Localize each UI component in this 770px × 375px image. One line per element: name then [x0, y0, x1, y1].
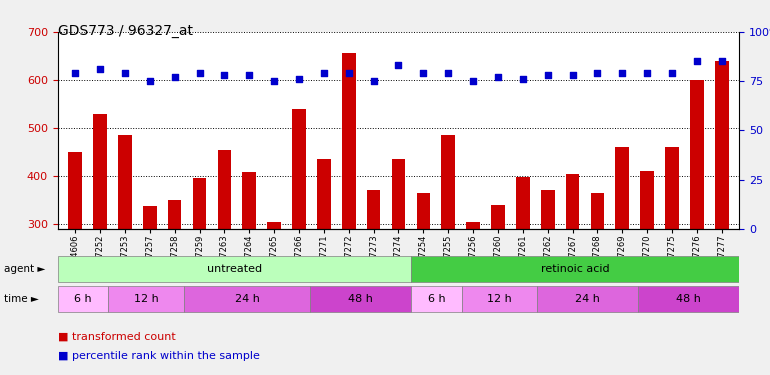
Point — [367, 78, 380, 84]
Text: 24 h: 24 h — [575, 294, 600, 304]
Text: 12 h: 12 h — [487, 294, 512, 304]
Bar — [641, 171, 654, 368]
Text: untreated: untreated — [207, 264, 262, 274]
Bar — [109, 286, 184, 312]
Text: time ►: time ► — [4, 294, 39, 304]
Bar — [392, 159, 405, 368]
Bar — [467, 222, 480, 368]
Point — [541, 72, 554, 78]
Point — [119, 70, 131, 76]
Point — [591, 70, 604, 76]
Bar — [615, 147, 629, 368]
Point — [417, 70, 430, 76]
Point — [616, 70, 628, 76]
Bar — [93, 114, 107, 368]
Bar — [715, 61, 728, 368]
Point — [442, 70, 454, 76]
Bar — [441, 135, 455, 368]
Point — [293, 76, 305, 82]
Bar — [184, 286, 310, 312]
Point — [641, 70, 653, 76]
Point — [318, 70, 330, 76]
Point — [69, 70, 82, 76]
Bar — [292, 109, 306, 368]
Bar — [516, 177, 530, 368]
Point — [467, 78, 479, 84]
Text: agent ►: agent ► — [4, 264, 45, 274]
Text: ■ transformed count: ■ transformed count — [58, 332, 176, 342]
Bar — [58, 286, 109, 312]
Point — [492, 74, 504, 80]
Text: 6 h: 6 h — [427, 294, 445, 304]
Bar — [541, 190, 554, 368]
Bar — [243, 172, 256, 368]
Text: GDS773 / 96327_at: GDS773 / 96327_at — [58, 24, 192, 38]
Point — [517, 76, 529, 82]
Text: 6 h: 6 h — [74, 294, 92, 304]
Bar — [665, 147, 679, 368]
Text: 12 h: 12 h — [134, 294, 159, 304]
Point — [343, 70, 355, 76]
Point — [393, 62, 405, 68]
Bar — [192, 178, 206, 368]
Bar — [461, 286, 537, 312]
Point — [94, 66, 106, 72]
Bar — [143, 206, 156, 368]
Bar — [317, 159, 330, 368]
Point — [243, 72, 256, 78]
Bar — [491, 205, 505, 368]
Point — [567, 72, 579, 78]
Text: 24 h: 24 h — [235, 294, 259, 304]
Bar — [168, 200, 182, 368]
Bar — [267, 222, 281, 368]
Point — [268, 78, 280, 84]
Bar — [118, 135, 132, 368]
Bar — [566, 174, 579, 368]
Point — [218, 72, 230, 78]
Bar — [411, 286, 461, 312]
Bar — [537, 286, 638, 312]
Bar — [69, 152, 82, 368]
Text: 48 h: 48 h — [348, 294, 373, 304]
Bar — [417, 193, 430, 368]
Bar — [58, 256, 411, 282]
Point — [193, 70, 206, 76]
Text: ■ percentile rank within the sample: ■ percentile rank within the sample — [58, 351, 259, 361]
Point — [144, 78, 156, 84]
Text: retinoic acid: retinoic acid — [541, 264, 610, 274]
Point — [666, 70, 678, 76]
Bar — [638, 286, 739, 312]
Point — [715, 58, 728, 64]
Bar — [591, 193, 604, 368]
Bar — [411, 256, 739, 282]
Text: 48 h: 48 h — [676, 294, 701, 304]
Bar — [310, 286, 411, 312]
Point — [169, 74, 181, 80]
Point — [691, 58, 703, 64]
Bar — [690, 80, 704, 368]
Bar — [218, 150, 231, 368]
Bar — [342, 54, 356, 368]
Bar — [367, 190, 380, 368]
